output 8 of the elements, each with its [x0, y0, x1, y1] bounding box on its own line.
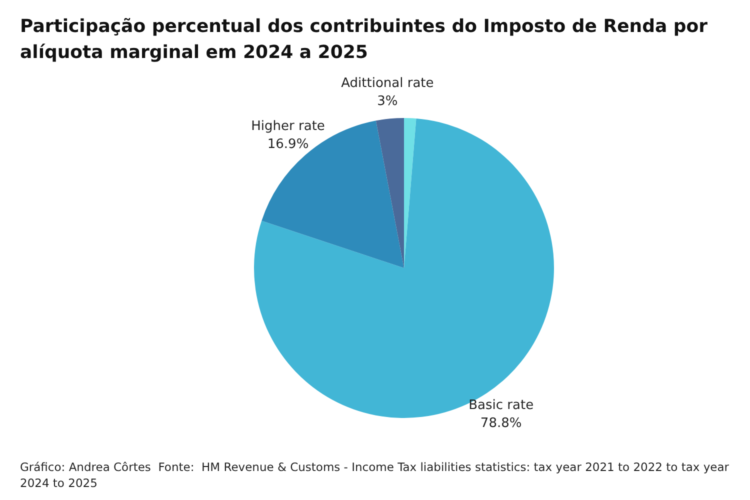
slice-label: Higher rate — [251, 118, 325, 134]
data-label: 3% — [377, 94, 398, 110]
text: Gráfico: Andrea Côrtes Fonte: HM Revenue & Customs - Income Tax liabilities statistics: tax year 2021 to 2022 to tax year 2024 to 2025 — [20, 459, 730, 491]
slice-label: Adittional rate — [341, 76, 434, 92]
slice-label: Basic rate — [468, 398, 534, 414]
chart-title: Participação percentual dos contribuintes do Imposto de Renda por alíquota marginal em 2024 a 2025 — [20, 15, 709, 65]
data-label: 16.9% — [267, 136, 309, 152]
data-label: 78.8% — [480, 416, 522, 432]
